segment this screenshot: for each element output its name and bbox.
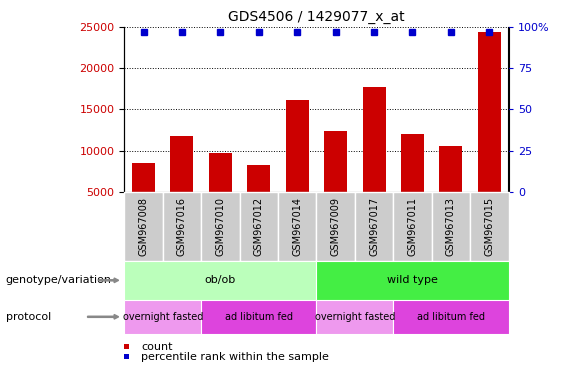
Bar	[316, 300, 393, 334]
Bar	[470, 192, 508, 261]
Bar	[124, 261, 316, 300]
FancyArrow shape	[88, 314, 119, 319]
Bar	[401, 134, 424, 233]
Text: GSM967008: GSM967008	[138, 197, 149, 256]
Text: GSM967011: GSM967011	[407, 197, 418, 256]
Text: GSM967010: GSM967010	[215, 197, 225, 256]
Text: GSM967009: GSM967009	[331, 197, 341, 256]
Text: percentile rank within the sample: percentile rank within the sample	[141, 352, 329, 362]
Bar	[278, 192, 316, 261]
Bar	[171, 136, 193, 233]
Text: ob/ob: ob/ob	[205, 275, 236, 285]
Bar	[286, 99, 308, 233]
Bar	[209, 153, 232, 233]
Text: ad libitum fed: ad libitum fed	[417, 312, 485, 322]
Text: genotype/variation: genotype/variation	[6, 275, 112, 285]
Bar	[201, 192, 240, 261]
Bar	[163, 192, 201, 261]
Text: count: count	[141, 342, 173, 352]
Bar	[201, 300, 316, 334]
Text: GSM967015: GSM967015	[484, 197, 494, 256]
Text: ad libitum fed: ad libitum fed	[225, 312, 293, 322]
Bar	[240, 192, 278, 261]
Bar	[316, 261, 508, 300]
Bar	[363, 87, 385, 233]
Text: GSM967017: GSM967017	[369, 197, 379, 256]
Text: GSM967016: GSM967016	[177, 197, 187, 256]
Text: GSM967013: GSM967013	[446, 197, 456, 256]
Title: GDS4506 / 1429077_x_at: GDS4506 / 1429077_x_at	[228, 10, 405, 25]
Bar	[124, 354, 129, 359]
Text: GSM967014: GSM967014	[292, 197, 302, 256]
Bar	[247, 165, 270, 233]
Bar	[124, 344, 129, 349]
Bar	[316, 192, 355, 261]
Text: wild type: wild type	[387, 275, 438, 285]
Bar	[393, 192, 432, 261]
Bar	[324, 131, 347, 233]
Bar	[124, 300, 201, 334]
Text: GSM967012: GSM967012	[254, 197, 264, 256]
Bar	[124, 192, 163, 261]
Text: overnight fasted: overnight fasted	[123, 312, 203, 322]
Text: protocol: protocol	[6, 312, 51, 322]
Bar	[478, 32, 501, 233]
Bar	[355, 192, 393, 261]
Bar	[393, 300, 508, 334]
Bar	[440, 146, 462, 233]
Text: overnight fasted: overnight fasted	[315, 312, 395, 322]
Bar	[432, 192, 470, 261]
FancyArrow shape	[99, 278, 119, 283]
Bar	[132, 163, 155, 233]
